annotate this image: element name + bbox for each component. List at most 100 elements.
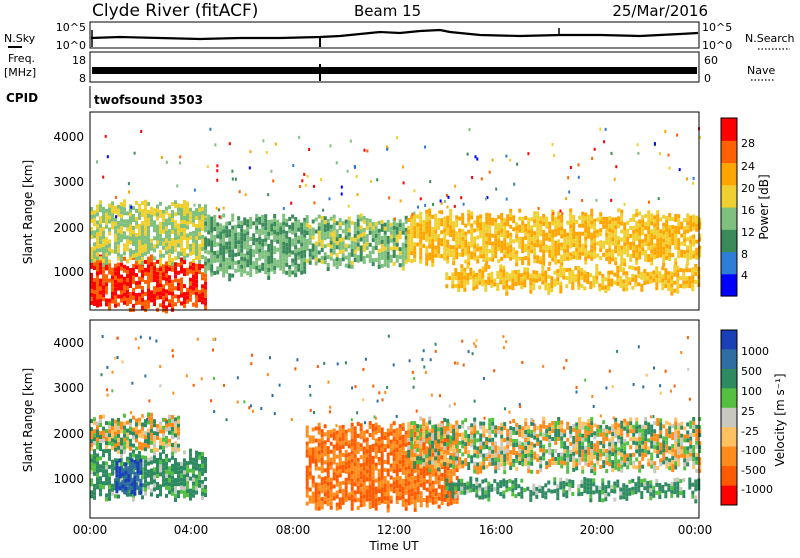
power-data-cell: [402, 227, 405, 231]
vel-data-cell: [348, 428, 351, 432]
power-data-cell: [638, 212, 641, 216]
vel-data-cell: [168, 443, 171, 447]
power-data-cell: [162, 296, 165, 300]
power-data-speckle: [570, 166, 572, 169]
power-data-cell: [330, 253, 333, 257]
vel-data-cell: [318, 455, 321, 459]
power-data-cell: [222, 246, 225, 250]
vel-data-cell: [470, 431, 473, 435]
power-data-cell: [267, 244, 270, 248]
vel-data-cell: [144, 423, 147, 427]
vel-data-cell: [108, 437, 111, 441]
power-data-cell: [282, 238, 285, 242]
power-data-cell: [460, 272, 463, 276]
vel-data-cell: [93, 464, 96, 468]
vel-data-cell: [461, 452, 464, 456]
power-data-cell: [545, 245, 548, 249]
power-data-cell: [261, 227, 264, 231]
power-data-cell: [616, 266, 619, 270]
vel-data-cell: [461, 436, 464, 440]
power-data-cell: [186, 292, 189, 296]
vel-data-cell: [139, 487, 142, 491]
vel-data-cell: [102, 427, 105, 431]
power-data-cell: [216, 222, 219, 226]
vel-data-cell: [354, 458, 357, 462]
power-data-cell: [129, 237, 132, 241]
power-data-cell: [198, 294, 201, 298]
power-data-cell: [132, 254, 135, 258]
freq-unit: [MHz]: [4, 66, 36, 79]
power-data-cell: [569, 244, 572, 248]
power-data-cell: [228, 277, 231, 281]
power-data-cell: [174, 294, 177, 298]
vel-data-cell: [431, 465, 434, 469]
vel-data-cell: [186, 465, 189, 469]
power-data-cell: [402, 231, 405, 235]
vel-data-cell: [139, 483, 142, 487]
power-data-cell: [129, 296, 132, 300]
power-cbar-tick-28: 28: [741, 137, 755, 150]
power-data-cell: [225, 250, 228, 254]
power-data-cell: [428, 229, 431, 233]
power-data-cell: [153, 278, 156, 282]
vel-data-cell: [473, 446, 476, 450]
power-data-cell: [198, 220, 201, 224]
power-data-cell: [117, 267, 120, 271]
power-data-cell: [611, 233, 614, 237]
vel-data-cell: [428, 453, 431, 457]
vel-data-cell: [441, 493, 444, 497]
vel-data-cell: [318, 431, 321, 435]
vel-data-cell: [396, 432, 399, 436]
power-data-cell: [264, 226, 267, 230]
power-data-cell: [548, 254, 551, 258]
power-data-cell: [189, 220, 192, 224]
power-data-cell: [270, 252, 273, 256]
power-data-cell: [572, 239, 575, 243]
vel-data-cell: [411, 492, 414, 496]
power-data-cell: [141, 302, 144, 306]
power-data-cell: [285, 263, 288, 267]
vel-data-cell: [351, 447, 354, 451]
vel-data-cell: [136, 474, 139, 478]
power-data-cell: [467, 254, 470, 258]
power-data-cell: [204, 218, 207, 222]
power-data-cell: [111, 225, 114, 229]
vel-data-cell: [455, 441, 458, 445]
power-data-cell: [303, 254, 306, 258]
vel-data-cell: [150, 417, 153, 421]
power-data-cell: [165, 243, 168, 247]
power-data-cell: [455, 247, 458, 251]
vel-data-cell: [345, 462, 348, 466]
vel-data-cell: [135, 439, 138, 443]
vel-data-cell: [120, 450, 123, 454]
power-data-cell: [135, 293, 138, 297]
power-data-speckle: [229, 142, 231, 145]
vel-data-cell: [312, 496, 315, 500]
power-data-cell: [189, 294, 192, 298]
vel-data-cell: [114, 494, 117, 498]
power-data-cell: [650, 229, 653, 233]
power-data-cell: [147, 230, 150, 234]
power-data-cell: [563, 229, 566, 233]
vel-data-cell: [117, 438, 120, 442]
power-data-cell: [422, 228, 425, 232]
vel-data-cell: [135, 419, 138, 423]
power-data-cell: [661, 274, 664, 278]
power-data-cell: [605, 249, 608, 253]
vel-data-cell: [461, 420, 464, 424]
vel-data-cell: [408, 485, 411, 489]
vel-data-cell: [473, 442, 476, 446]
vel-data-cell: [318, 487, 321, 491]
power-data-cell: [488, 217, 491, 221]
vel-data-cell: [324, 448, 327, 452]
vel-data-cell: [476, 454, 479, 458]
vel-data-cell: [177, 428, 180, 432]
power-data-cell: [93, 234, 96, 238]
vel-data-cell: [381, 492, 384, 496]
power-data-cell: [378, 257, 381, 261]
power-data-cell: [680, 254, 683, 258]
power-data-cell: [641, 219, 644, 223]
vel-data-cell: [503, 454, 506, 458]
power-data-speckle: [637, 152, 639, 155]
power-data-cell: [285, 235, 288, 239]
